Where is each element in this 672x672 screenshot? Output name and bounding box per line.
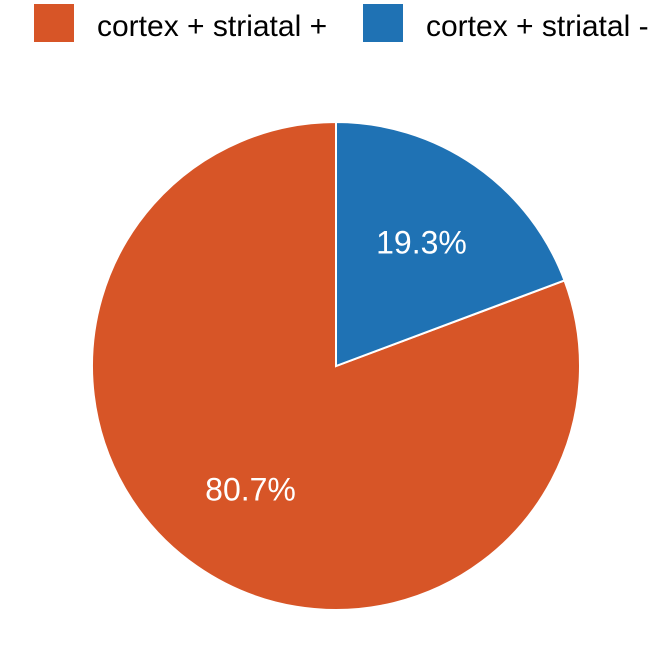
slice-label-cortex-striatal-positive: 80.7% — [205, 471, 296, 507]
pie-slice-cortex-striatal-negative — [335, 120, 566, 368]
pie-labels: 80.7% 19.3% — [205, 225, 467, 508]
pie-slices — [91, 120, 581, 611]
legend-label-cortex-striatal-positive: cortex + striatal + — [97, 10, 327, 43]
legend: cortex + striatal + cortex + striatal - — [34, 4, 649, 43]
legend-key-cortex-striatal-negative — [363, 4, 403, 42]
pie-slice-cortex-striatal-positive — [91, 120, 581, 611]
legend-label-cortex-striatal-negative: cortex + striatal - — [426, 10, 649, 43]
legend-key-cortex-striatal-positive — [34, 4, 74, 42]
slice-label-cortex-striatal-negative: 19.3% — [376, 225, 467, 261]
